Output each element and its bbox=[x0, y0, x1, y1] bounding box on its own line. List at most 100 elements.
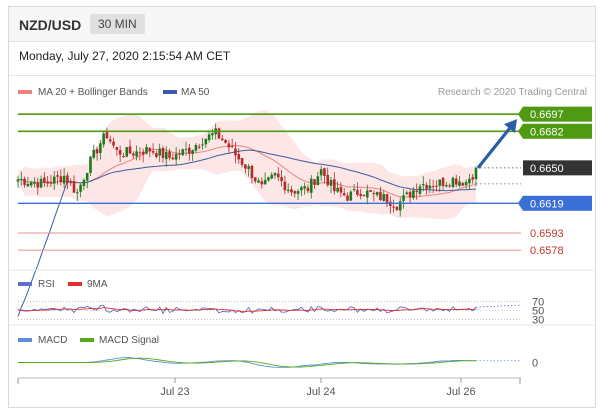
candle-body bbox=[191, 150, 194, 154]
candle bbox=[309, 175, 313, 199]
candle bbox=[191, 149, 194, 162]
candle-body bbox=[425, 184, 428, 189]
candle-body bbox=[448, 185, 451, 187]
candle bbox=[474, 166, 478, 187]
candle bbox=[464, 179, 468, 190]
candle-body bbox=[319, 169, 323, 176]
candle bbox=[398, 197, 402, 217]
candle bbox=[125, 146, 129, 158]
rsi-ma-line bbox=[17, 307, 477, 313]
candle-body bbox=[240, 157, 244, 165]
candle bbox=[270, 172, 274, 180]
candle bbox=[95, 146, 99, 161]
candle-body bbox=[306, 187, 310, 192]
price-level-label: 0.6619 bbox=[530, 198, 564, 210]
rsi-projection bbox=[475, 304, 522, 308]
forecast-arrow-shaft bbox=[476, 123, 515, 169]
candle bbox=[240, 157, 244, 168]
candle-body bbox=[352, 189, 356, 191]
candle bbox=[43, 172, 46, 187]
macd-tick-label: 0 bbox=[532, 358, 538, 370]
candle-body bbox=[16, 179, 20, 182]
timeframe-badge[interactable]: 30 MIN bbox=[90, 14, 145, 34]
price-level-label: 0.6593 bbox=[530, 228, 564, 240]
candle bbox=[145, 143, 148, 155]
candle-body bbox=[207, 134, 211, 141]
candle bbox=[108, 135, 112, 144]
candle-body bbox=[230, 145, 234, 147]
candle bbox=[184, 141, 188, 156]
candle bbox=[201, 137, 204, 150]
candle-body bbox=[313, 179, 316, 185]
price-panel: MA 20 + Bollinger Bands MA 50 Research ©… bbox=[16, 87, 592, 317]
candle bbox=[26, 176, 30, 187]
candle-body bbox=[220, 138, 224, 141]
candle-body bbox=[19, 179, 23, 181]
candle-body bbox=[458, 181, 461, 186]
candle-body bbox=[382, 194, 386, 201]
price-tag-pointer bbox=[518, 106, 523, 122]
candle bbox=[286, 183, 290, 194]
forecast-arrow-layer bbox=[476, 119, 517, 169]
forecast-arrow-head bbox=[504, 119, 517, 133]
candle-body bbox=[62, 175, 66, 184]
candle bbox=[263, 172, 267, 185]
candle-body bbox=[145, 147, 148, 154]
candle bbox=[273, 172, 277, 179]
candle bbox=[448, 183, 451, 188]
candle-body bbox=[217, 128, 221, 139]
candle-body bbox=[296, 191, 300, 194]
candle bbox=[333, 172, 336, 195]
candle-body bbox=[474, 167, 478, 180]
candle bbox=[339, 182, 343, 198]
candle-body bbox=[151, 150, 155, 153]
candle bbox=[178, 149, 181, 160]
candle bbox=[296, 189, 300, 201]
candle bbox=[303, 182, 306, 195]
candle bbox=[323, 167, 326, 184]
candle-body bbox=[418, 186, 422, 194]
rsi-tick-label: 70 bbox=[532, 297, 544, 309]
candle-body bbox=[421, 183, 425, 186]
candle bbox=[435, 179, 438, 192]
candle bbox=[415, 183, 418, 200]
candle bbox=[59, 169, 63, 186]
candle bbox=[441, 177, 445, 190]
candle bbox=[372, 190, 376, 202]
candle bbox=[277, 167, 280, 181]
candle-body bbox=[283, 181, 287, 191]
price-tag-current bbox=[523, 160, 592, 176]
candle bbox=[336, 181, 339, 193]
candle bbox=[227, 139, 231, 153]
candle bbox=[49, 174, 53, 187]
price-level-label: 0.6650 bbox=[530, 163, 564, 175]
candle-body bbox=[168, 151, 171, 158]
candle bbox=[16, 175, 20, 188]
candle bbox=[402, 189, 405, 209]
candle bbox=[29, 180, 33, 188]
candle bbox=[352, 184, 356, 192]
price-level-label: 0.6682 bbox=[530, 126, 564, 138]
candle-body bbox=[257, 180, 260, 183]
candle-body bbox=[339, 186, 343, 193]
candle-body bbox=[273, 173, 277, 176]
candle bbox=[454, 174, 458, 188]
candle-body bbox=[95, 149, 99, 154]
macd-legend-swatch bbox=[18, 338, 32, 342]
candle-body bbox=[375, 191, 379, 196]
candle-body bbox=[471, 177, 475, 180]
candle bbox=[375, 191, 379, 197]
candle-body bbox=[118, 150, 122, 155]
candle bbox=[72, 175, 76, 194]
candle bbox=[115, 146, 119, 156]
candle-body bbox=[316, 176, 320, 186]
candle-body bbox=[293, 191, 297, 194]
candle-body bbox=[69, 182, 73, 184]
rsi-tick-label: 30 bbox=[532, 315, 544, 327]
candle bbox=[46, 176, 49, 188]
candle-body bbox=[23, 178, 26, 185]
candle-body bbox=[112, 141, 115, 146]
candle-body bbox=[385, 194, 389, 203]
candle bbox=[369, 190, 372, 193]
